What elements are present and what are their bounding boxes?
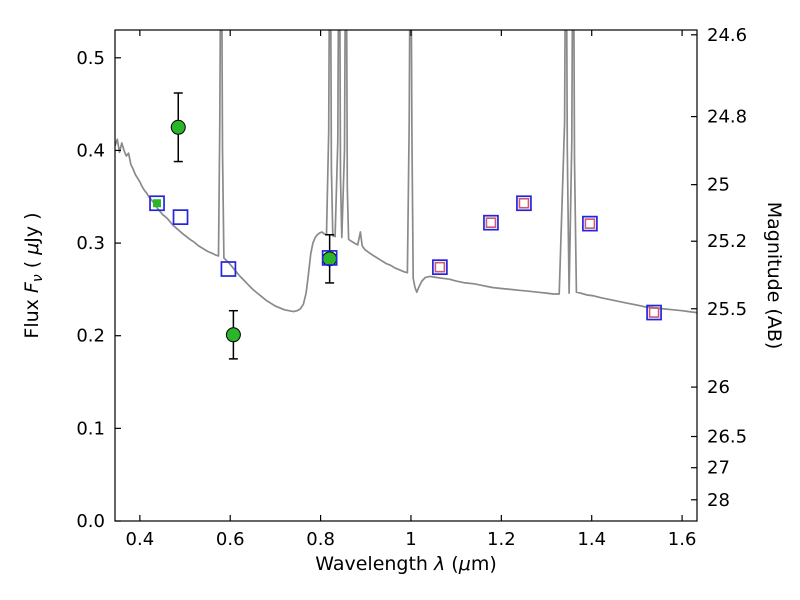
mag-tick-label: 25.2: [707, 231, 747, 252]
x-tick-label: 0.6: [216, 529, 245, 550]
mag-tick-label: 25.5: [707, 299, 747, 320]
inner-green-square: [153, 199, 162, 208]
inner-red-square: [434, 261, 446, 273]
flux-tick-label: 0.5: [76, 48, 105, 69]
blue-square-marker: [149, 195, 165, 212]
x-tick-label: 0.4: [126, 529, 155, 550]
inner-red-square: [485, 217, 497, 228]
x-tick-label: 1: [405, 529, 416, 550]
inner-red-square: [584, 218, 596, 229]
mag-tick-label: 28: [707, 490, 730, 511]
axes-frame: [114, 29, 698, 522]
x-axis-label: Wavelength λ (μm): [315, 553, 496, 575]
mag-tick-label: 26.5: [707, 427, 747, 448]
green-circle-marker: [170, 119, 186, 135]
green-circle-marker: [225, 327, 241, 343]
mag-tick-label: 26: [707, 377, 730, 398]
blue-square-marker: [220, 261, 237, 277]
green-circle-errorbar: [170, 92, 186, 163]
flux-tick-label: 0.3: [76, 233, 105, 254]
model-spectrum-line: [115, 30, 697, 314]
right-y-axis-label: Magnitude (AB): [763, 202, 785, 350]
mag-tick-label: 25: [707, 175, 730, 196]
blue-red-square-marker: [432, 259, 448, 276]
mag-tick-label: 27: [707, 458, 730, 479]
flux-tick-label: 0.1: [76, 418, 105, 439]
blue-square-marker: [321, 250, 338, 266]
mag-tick-label: 24.8: [707, 107, 747, 128]
green-circle-errorbar: [225, 309, 241, 360]
blue-red-square-marker: [646, 304, 662, 321]
blue-red-square-marker: [483, 214, 499, 231]
blue-red-square-marker: [582, 215, 598, 232]
x-tick-label: 1.6: [668, 529, 697, 550]
flux-tick-label: 0.4: [76, 140, 105, 161]
x-tick-label: 0.8: [306, 529, 335, 550]
mag-tick-label: 24.6: [707, 25, 747, 46]
green-circle-marker: [322, 251, 338, 267]
x-tick-label: 1.4: [577, 529, 606, 550]
x-tick-label: 1.2: [487, 529, 516, 550]
flux-tick-label: 0.2: [76, 326, 105, 347]
inner-red-square: [518, 197, 530, 209]
green-circle-errorbar: [322, 233, 338, 284]
flux-tick-label: 0.0: [76, 511, 105, 532]
left-y-axis-label: Flux Fν ( μJy ): [21, 212, 46, 338]
inner-red-square: [648, 307, 660, 318]
blue-square-marker: [172, 209, 189, 225]
blue-red-square-marker: [516, 195, 532, 212]
